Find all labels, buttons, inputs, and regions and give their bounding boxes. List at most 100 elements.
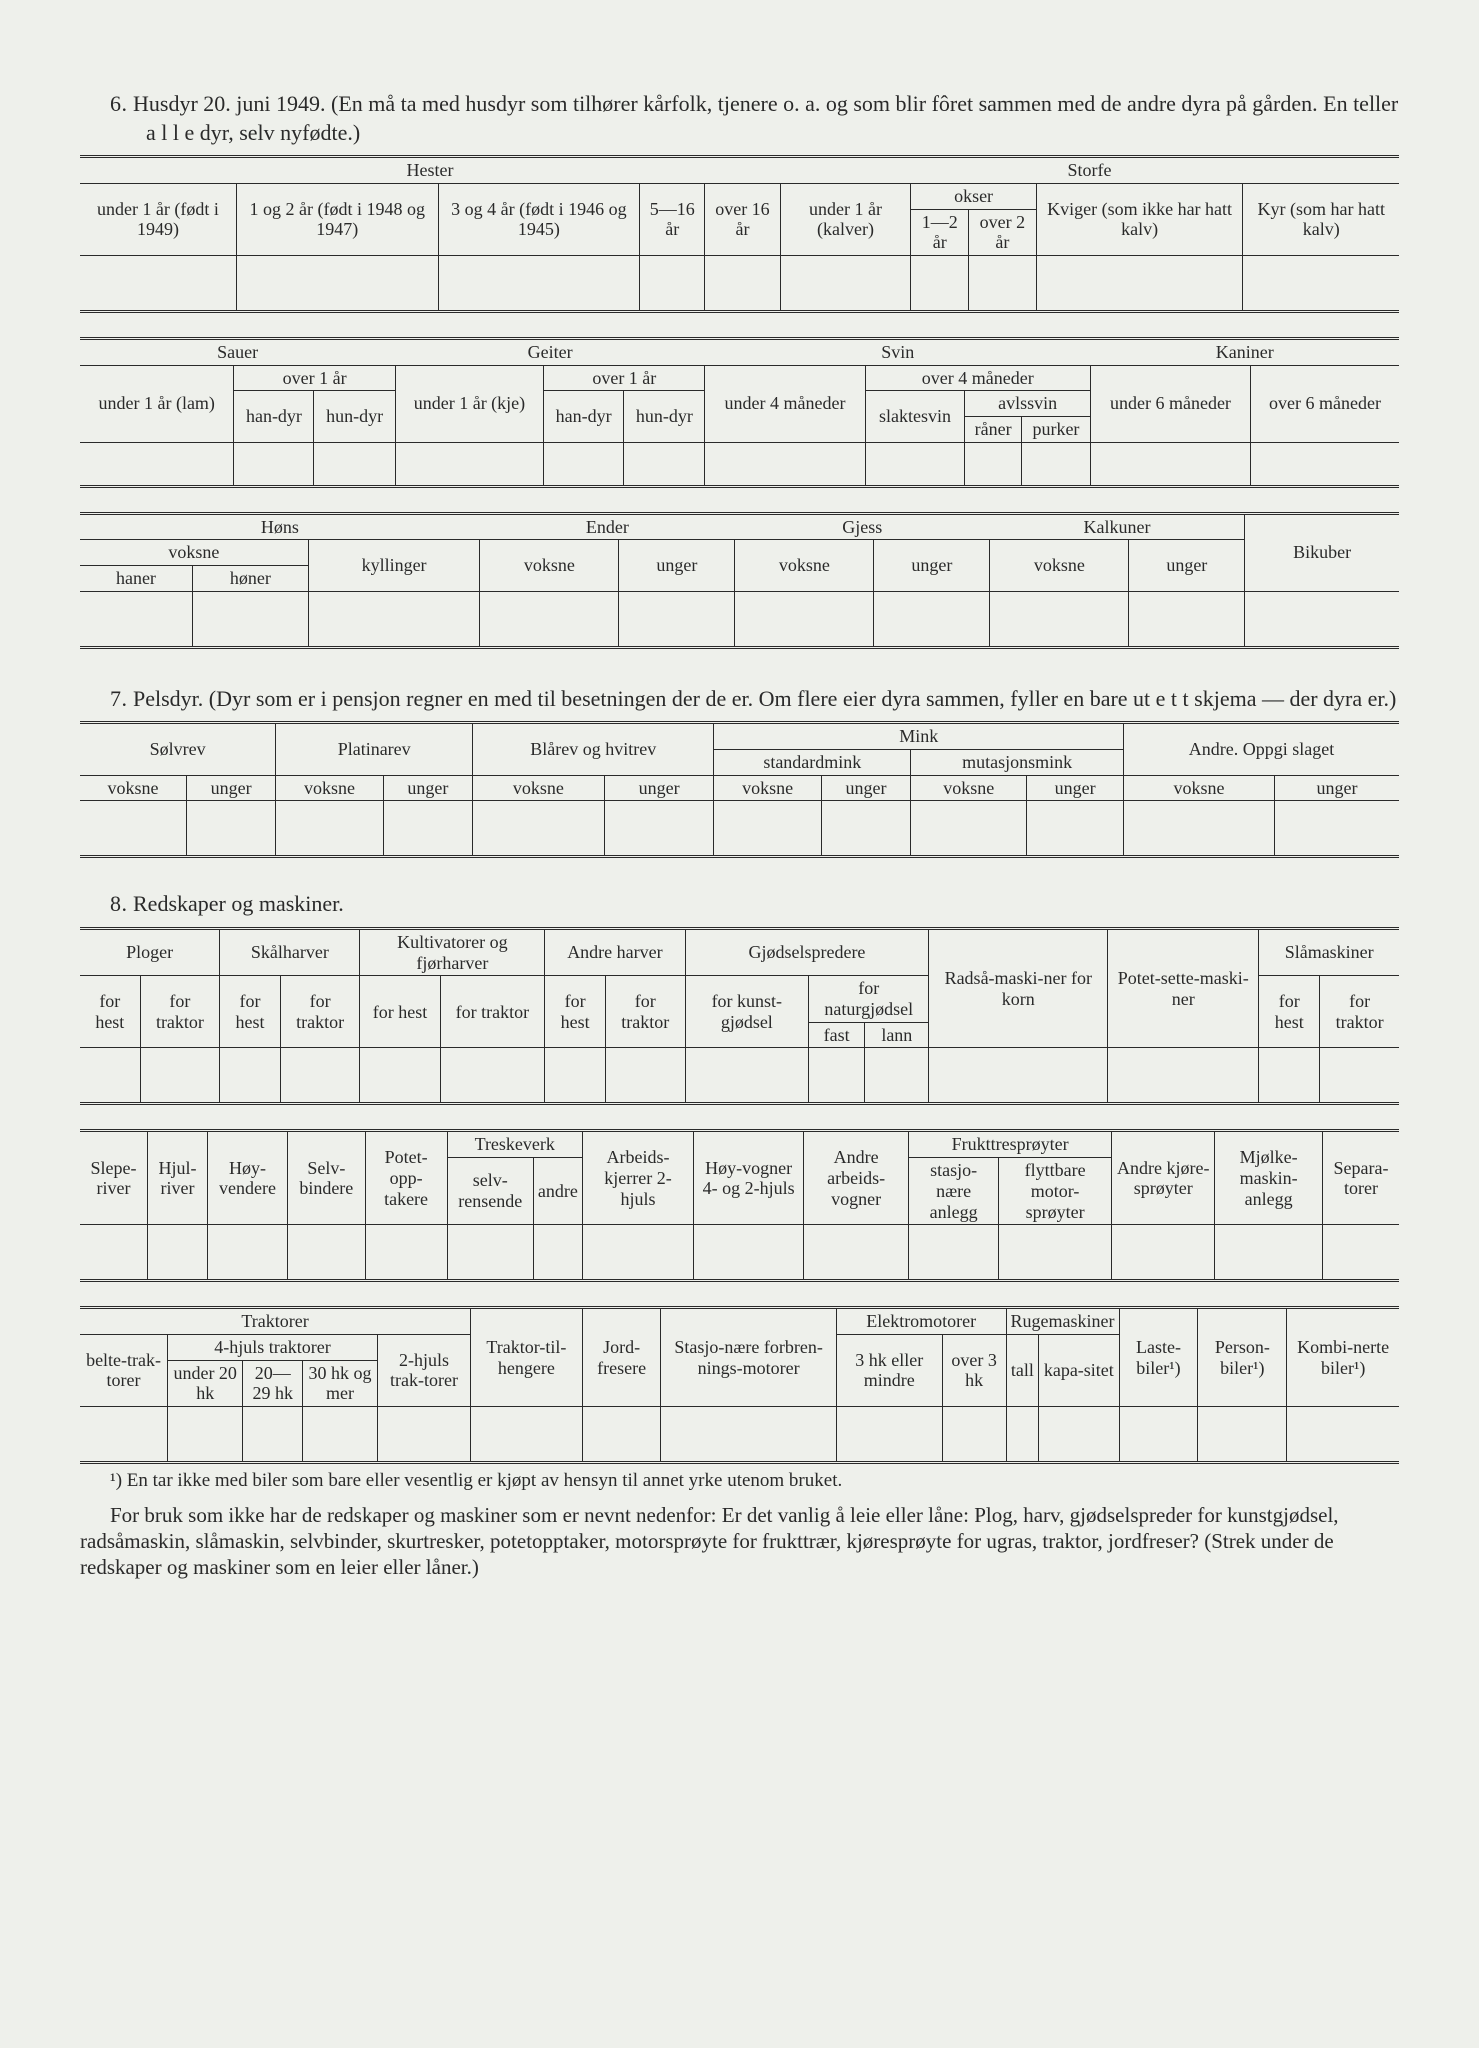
cell[interactable] bbox=[440, 1048, 545, 1104]
cell[interactable] bbox=[1322, 1225, 1399, 1281]
cell[interactable] bbox=[288, 1225, 366, 1281]
cell[interactable] bbox=[544, 442, 624, 486]
cell[interactable] bbox=[714, 801, 821, 857]
cell[interactable] bbox=[276, 801, 383, 857]
cell[interactable] bbox=[1287, 1406, 1399, 1462]
cell[interactable] bbox=[640, 255, 705, 311]
sa-over1: over 1 år bbox=[234, 365, 395, 391]
cell[interactable] bbox=[243, 1406, 303, 1462]
cell[interactable] bbox=[1021, 442, 1090, 486]
cell[interactable] bbox=[308, 591, 480, 647]
cell[interactable] bbox=[383, 801, 472, 857]
cell[interactable] bbox=[80, 1048, 140, 1104]
cell[interactable] bbox=[377, 1406, 470, 1462]
cell[interactable] bbox=[207, 1225, 287, 1281]
cell[interactable] bbox=[1124, 801, 1275, 857]
cell[interactable] bbox=[80, 255, 236, 311]
cell[interactable] bbox=[395, 442, 543, 486]
cell[interactable] bbox=[220, 1048, 281, 1104]
cell[interactable] bbox=[1129, 591, 1245, 647]
cell[interactable] bbox=[705, 255, 780, 311]
cell[interactable] bbox=[694, 1225, 804, 1281]
cell[interactable] bbox=[280, 1048, 360, 1104]
cell[interactable] bbox=[735, 591, 874, 647]
cell[interactable] bbox=[1036, 255, 1243, 311]
cell[interactable] bbox=[1108, 1048, 1259, 1104]
over3hk: over 3 hk bbox=[942, 1334, 1006, 1406]
cell[interactable] bbox=[1198, 1406, 1287, 1462]
cell[interactable] bbox=[1215, 1225, 1323, 1281]
cell[interactable] bbox=[192, 591, 308, 647]
cell[interactable] bbox=[1027, 801, 1124, 857]
cell[interactable] bbox=[1090, 442, 1250, 486]
cell[interactable] bbox=[1245, 591, 1399, 647]
cell[interactable] bbox=[821, 801, 910, 857]
cell[interactable] bbox=[1112, 1225, 1215, 1281]
cell[interactable] bbox=[1274, 801, 1399, 857]
cell[interactable] bbox=[1259, 1048, 1320, 1104]
solvrev: Sølvrev bbox=[80, 723, 276, 775]
cell[interactable] bbox=[1320, 1048, 1399, 1104]
cell[interactable] bbox=[911, 255, 969, 311]
lastebiler: Laste-biler¹) bbox=[1119, 1308, 1198, 1407]
cell[interactable] bbox=[365, 1225, 447, 1281]
cell[interactable] bbox=[473, 801, 605, 857]
under20hk: under 20 hk bbox=[168, 1360, 243, 1406]
30hk-mer: 30 hk og mer bbox=[303, 1360, 378, 1406]
cell[interactable] bbox=[1119, 1406, 1198, 1462]
cell[interactable] bbox=[234, 442, 314, 486]
cell[interactable] bbox=[186, 801, 275, 857]
cell[interactable] bbox=[80, 591, 192, 647]
cell[interactable] bbox=[809, 1048, 865, 1104]
cell[interactable] bbox=[80, 801, 186, 857]
cell[interactable] bbox=[533, 1225, 582, 1281]
cell[interactable] bbox=[360, 1048, 440, 1104]
cell[interactable] bbox=[942, 1406, 1006, 1462]
cell[interactable] bbox=[999, 1225, 1112, 1281]
cell[interactable] bbox=[168, 1406, 243, 1462]
cell[interactable] bbox=[1251, 442, 1400, 486]
cell[interactable] bbox=[990, 591, 1129, 647]
cell[interactable] bbox=[865, 442, 965, 486]
cell[interactable] bbox=[619, 591, 735, 647]
cell[interactable] bbox=[705, 442, 865, 486]
cell[interactable] bbox=[909, 1225, 999, 1281]
cell[interactable] bbox=[447, 1225, 533, 1281]
cell[interactable] bbox=[1039, 1406, 1119, 1462]
s-okser: okser bbox=[911, 183, 1036, 209]
cell[interactable] bbox=[438, 255, 640, 311]
cell[interactable] bbox=[661, 1406, 836, 1462]
cell[interactable] bbox=[140, 1048, 220, 1104]
cell[interactable] bbox=[80, 442, 234, 486]
cell[interactable] bbox=[685, 1048, 809, 1104]
cell[interactable] bbox=[968, 255, 1036, 311]
for-hest: for hest bbox=[220, 976, 281, 1048]
cell[interactable] bbox=[80, 1406, 168, 1462]
cell[interactable] bbox=[582, 1406, 661, 1462]
cell[interactable] bbox=[314, 442, 395, 486]
cell[interactable] bbox=[80, 1225, 147, 1281]
cell[interactable] bbox=[605, 1048, 685, 1104]
cell[interactable] bbox=[929, 1048, 1108, 1104]
cell[interactable] bbox=[480, 591, 619, 647]
cell[interactable] bbox=[780, 255, 911, 311]
kapasitet: kapa-sitet bbox=[1039, 1334, 1119, 1406]
cell[interactable] bbox=[582, 1225, 693, 1281]
cell[interactable] bbox=[1006, 1406, 1039, 1462]
cell[interactable] bbox=[874, 591, 990, 647]
cell[interactable] bbox=[147, 1225, 207, 1281]
cell[interactable] bbox=[1243, 255, 1399, 311]
cell[interactable] bbox=[865, 1048, 929, 1104]
ka-over6: over 6 måneder bbox=[1251, 365, 1400, 442]
cell[interactable] bbox=[911, 801, 1027, 857]
cell[interactable] bbox=[303, 1406, 378, 1462]
cell[interactable] bbox=[471, 1406, 583, 1462]
cell[interactable] bbox=[236, 255, 438, 311]
cell[interactable] bbox=[545, 1048, 606, 1104]
cell[interactable] bbox=[804, 1225, 909, 1281]
cell[interactable] bbox=[965, 442, 1022, 486]
voksne: voksne bbox=[276, 775, 383, 801]
cell[interactable] bbox=[624, 442, 705, 486]
cell[interactable] bbox=[836, 1406, 942, 1462]
cell[interactable] bbox=[604, 801, 714, 857]
